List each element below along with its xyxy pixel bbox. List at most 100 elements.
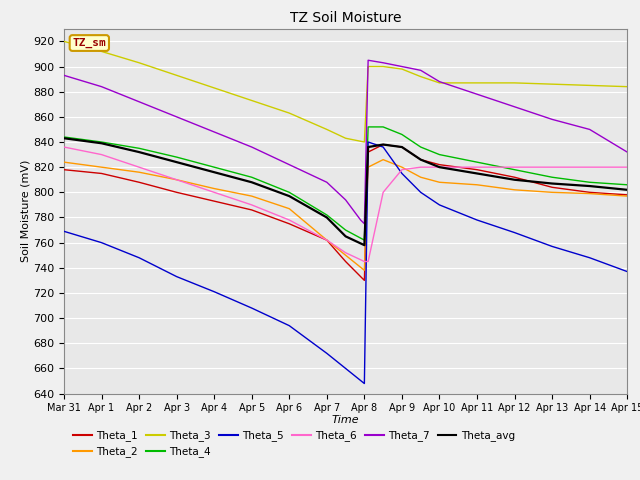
Theta_6 [436, 164, 444, 170]
Theta_3 [586, 83, 593, 88]
Theta_2 [380, 157, 387, 163]
Theta_4 [398, 132, 406, 137]
Theta_5 [586, 255, 593, 261]
Theta_2 [173, 177, 180, 182]
Theta_2 [60, 159, 68, 165]
Theta_5 [380, 144, 387, 150]
Theta_1 [417, 157, 424, 163]
Theta_3 [323, 127, 331, 132]
Line: Theta_avg: Theta_avg [64, 138, 627, 245]
Theta_1 [548, 184, 556, 190]
Theta_1 [285, 221, 293, 227]
Theta_6 [623, 164, 631, 170]
Theta_3 [98, 48, 106, 54]
Theta_4 [248, 174, 255, 180]
Theta_4 [380, 124, 387, 130]
Theta_7 [398, 64, 406, 70]
Theta_6 [586, 164, 593, 170]
Theta_5 [60, 228, 68, 234]
Theta_6 [364, 259, 372, 264]
Theta_7 [586, 127, 593, 132]
Theta_2 [360, 267, 368, 273]
Theta_1 [436, 162, 444, 168]
Theta_1 [380, 142, 387, 147]
Theta_5 [173, 274, 180, 279]
Theta_6 [60, 144, 68, 150]
Theta_1 [342, 259, 349, 264]
Theta_avg [98, 140, 106, 146]
Theta_5 [135, 255, 143, 261]
Theta_4 [586, 180, 593, 185]
Line: Theta_5: Theta_5 [64, 142, 627, 384]
Theta_4 [323, 212, 331, 218]
Theta_4 [342, 227, 349, 233]
Theta_2 [285, 206, 293, 212]
Theta_5 [548, 243, 556, 249]
Theta_7 [360, 221, 368, 227]
Theta_avg [248, 180, 255, 185]
Theta_3 [511, 80, 518, 86]
Theta_avg [548, 180, 556, 186]
Theta_7 [248, 144, 255, 150]
Theta_2 [623, 193, 631, 199]
Theta_7 [623, 149, 631, 155]
Theta_3 [173, 72, 180, 78]
Theta_2 [211, 186, 218, 192]
Theta_avg [398, 144, 406, 150]
Theta_3 [60, 38, 68, 44]
Theta_7 [548, 117, 556, 122]
Theta_4 [60, 134, 68, 140]
Theta_3 [285, 110, 293, 116]
Theta_avg [586, 183, 593, 189]
X-axis label: Time: Time [332, 415, 360, 425]
Theta_3 [360, 139, 368, 145]
Theta_3 [342, 135, 349, 141]
Theta_6 [548, 164, 556, 170]
Theta_1 [586, 190, 593, 195]
Theta_5 [398, 170, 406, 176]
Theta_6 [211, 190, 218, 195]
Theta_2 [364, 164, 372, 170]
Line: Theta_7: Theta_7 [64, 60, 627, 224]
Theta_1 [173, 190, 180, 195]
Theta_1 [473, 167, 481, 173]
Theta_7 [380, 60, 387, 66]
Theta_1 [211, 198, 218, 204]
Theta_3 [436, 80, 444, 86]
Theta_6 [380, 190, 387, 195]
Theta_7 [135, 99, 143, 105]
Theta_5 [248, 305, 255, 311]
Theta_3 [417, 74, 424, 80]
Theta_6 [342, 250, 349, 255]
Theta_5 [473, 217, 481, 223]
Theta_5 [285, 323, 293, 328]
Theta_7 [364, 58, 372, 63]
Theta_2 [511, 187, 518, 192]
Theta_1 [360, 277, 368, 283]
Theta_4 [623, 182, 631, 188]
Theta_6 [285, 217, 293, 223]
Theta_1 [623, 192, 631, 198]
Theta_5 [342, 366, 349, 372]
Theta_avg [342, 233, 349, 239]
Theta_7 [417, 67, 424, 73]
Theta_5 [360, 381, 368, 386]
Line: Theta_2: Theta_2 [64, 160, 627, 270]
Theta_4 [360, 237, 368, 243]
Theta_3 [548, 81, 556, 87]
Theta_4 [548, 174, 556, 180]
Theta_2 [248, 193, 255, 199]
Theta_7 [173, 114, 180, 120]
Theta_3 [135, 60, 143, 66]
Theta_6 [360, 259, 368, 264]
Y-axis label: Soil Moisture (mV): Soil Moisture (mV) [20, 160, 30, 263]
Theta_3 [380, 64, 387, 70]
Theta_6 [248, 202, 255, 208]
Theta_2 [473, 182, 481, 188]
Line: Theta_6: Theta_6 [64, 147, 627, 262]
Theta_avg [417, 157, 424, 163]
Theta_3 [623, 84, 631, 90]
Theta_4 [285, 190, 293, 195]
Theta_2 [398, 164, 406, 170]
Theta_avg [511, 177, 518, 182]
